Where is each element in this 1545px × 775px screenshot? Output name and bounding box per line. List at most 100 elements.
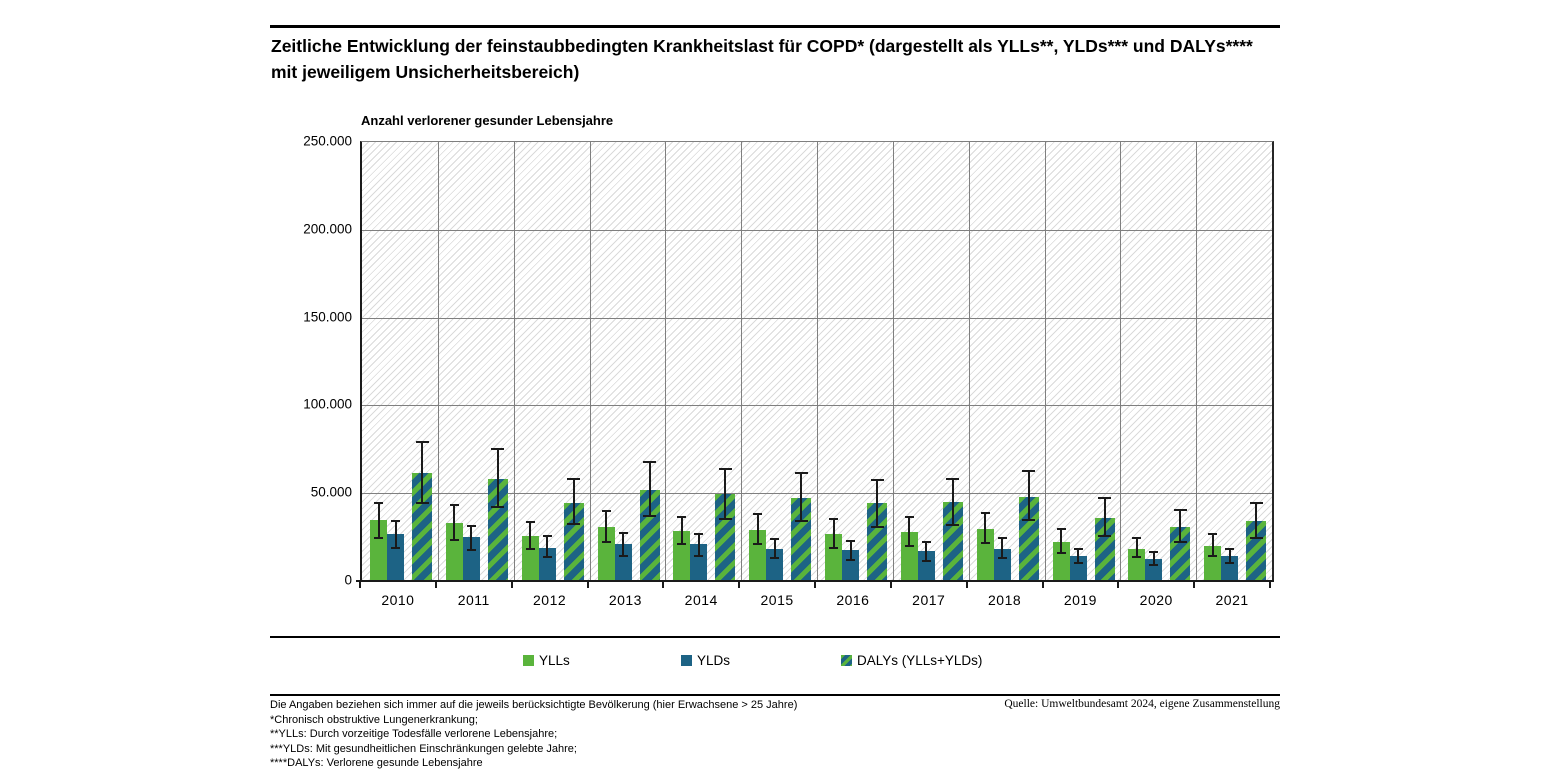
bar-ylls-2013: [597, 526, 615, 581]
bar-ylls-2021: [1204, 545, 1222, 581]
error-bar-line: [832, 518, 835, 548]
bar-dalys-2018: [1018, 496, 1039, 581]
x-tick-label: 2013: [608, 592, 642, 608]
error-bar-cap-top: [870, 479, 884, 482]
error-bar-cap-bottom: [391, 546, 400, 549]
error-bar-cap-bottom: [694, 554, 704, 557]
error-bar-cap-bottom: [1249, 536, 1263, 539]
v-gridline: [817, 142, 818, 581]
error-bar-cap-bottom: [449, 538, 459, 541]
error-bar-cap-top: [542, 535, 552, 538]
error-bar-cap-bottom: [921, 559, 931, 562]
error-bar-cap-top: [415, 441, 429, 444]
bar-dalys-2020: [1170, 526, 1191, 581]
bar-dalys-2014: [715, 494, 736, 581]
error-bar-cap-bottom: [1225, 562, 1235, 565]
legend-label: YLDs: [697, 653, 731, 668]
v-gridline: [892, 142, 894, 581]
v-gridline: [513, 142, 515, 581]
error-bar-line: [908, 516, 911, 546]
error-bar-line: [648, 462, 651, 517]
error-bar-cap-top: [946, 478, 960, 481]
x-tick-label: 2012: [533, 592, 567, 608]
legend-label: YLLs: [539, 653, 570, 668]
x-axis-tick: [586, 582, 589, 588]
error-bar-cap-top: [1208, 533, 1218, 536]
error-bar-line: [756, 514, 759, 545]
bar-ylds-2018: [993, 548, 1011, 581]
bar-ylls-2018: [976, 529, 994, 581]
error-bar-line: [1103, 497, 1106, 537]
error-bar-cap-bottom: [829, 546, 838, 549]
error-bar-line: [622, 532, 624, 556]
x-axis-line: [356, 580, 1274, 582]
error-bar-line: [951, 479, 954, 525]
bar-dalys-2017: [942, 501, 963, 581]
error-bar-line: [925, 542, 928, 561]
v-gridline: [741, 142, 743, 581]
error-bar-cap-top: [770, 537, 780, 540]
v-gridline: [1120, 142, 1122, 581]
bar-dalys-2016: [867, 502, 887, 581]
error-bar-cap-top: [1132, 536, 1142, 539]
error-bar-cap-top: [1249, 501, 1263, 504]
x-axis-tick: [1269, 582, 1271, 588]
error-bar-cap-top: [618, 531, 628, 534]
error-bar-cap-top: [1098, 496, 1111, 499]
error-bar-line: [773, 538, 776, 559]
error-bar-line: [1001, 537, 1004, 559]
error-bar-line: [1255, 502, 1258, 538]
footer-rule: [270, 694, 1280, 696]
error-bar-line: [849, 540, 852, 560]
error-bar-cap-bottom: [1132, 556, 1142, 559]
bar-dalys-2021: [1246, 521, 1267, 581]
bar-ylls-2015: [749, 530, 767, 581]
error-bar-line: [724, 468, 727, 519]
dalys-swatch-icon: [841, 655, 852, 666]
x-axis-tick: [434, 582, 437, 588]
error-bar-cap-top: [997, 536, 1007, 539]
error-bar-cap-bottom: [1173, 541, 1187, 544]
x-tick-label: 2011: [457, 592, 490, 608]
x-tick-label: 2014: [684, 592, 718, 608]
error-bar-cap-top: [694, 532, 704, 535]
bar-ylds-2016: [842, 550, 859, 581]
error-bar-cap-top: [449, 504, 459, 507]
footnote-line: **YLLs: Durch vorzeitige Todesfälle verl…: [270, 728, 558, 741]
error-bar-line: [1060, 529, 1062, 553]
y-tick-label: 0: [344, 572, 352, 588]
legend-label: DALYs (YLLs+YLDs): [857, 653, 983, 668]
error-bar-cap-bottom: [415, 501, 429, 504]
chart-title: Zeitliche Entwicklung der feinstaubbedin…: [271, 36, 1253, 82]
v-gridline: [1044, 142, 1046, 581]
bar-ylls-2017: [900, 531, 918, 581]
error-bar-cap-bottom: [542, 556, 552, 559]
x-tick-label: 2021: [1215, 592, 1249, 608]
error-bar-cap-top: [466, 524, 476, 527]
x-axis-tick: [1193, 582, 1196, 588]
error-bar-line: [496, 449, 499, 508]
error-bar-cap-top: [904, 515, 914, 518]
error-bar-line: [697, 533, 700, 556]
footnotes: Die Angaben beziehen sich immer auf die …: [270, 698, 797, 771]
error-bar-cap-top: [391, 520, 400, 523]
bar-ylds-2011: [462, 537, 480, 581]
x-tick-label: 2016: [836, 592, 870, 608]
x-tick-label: 2017: [912, 592, 946, 608]
bar-dalys-2011: [487, 479, 508, 581]
x-axis-tick: [1117, 582, 1120, 588]
x-axis-tick: [738, 582, 741, 588]
error-bar-cap-bottom: [466, 549, 476, 552]
x-axis-tick: [889, 582, 892, 588]
error-bar-cap-bottom: [904, 544, 914, 547]
error-bar-line: [377, 502, 380, 538]
ylls-swatch-icon: [523, 655, 534, 666]
error-bar-cap-top: [1149, 551, 1159, 554]
error-bar-cap-bottom: [753, 543, 763, 546]
error-bar-cap-bottom: [1056, 551, 1066, 554]
error-bar-cap-top: [1056, 528, 1066, 531]
x-axis-tick: [814, 582, 816, 588]
v-gridline: [968, 142, 970, 581]
error-bar-cap-top: [753, 513, 763, 516]
bar-dalys-2019: [1094, 517, 1115, 581]
